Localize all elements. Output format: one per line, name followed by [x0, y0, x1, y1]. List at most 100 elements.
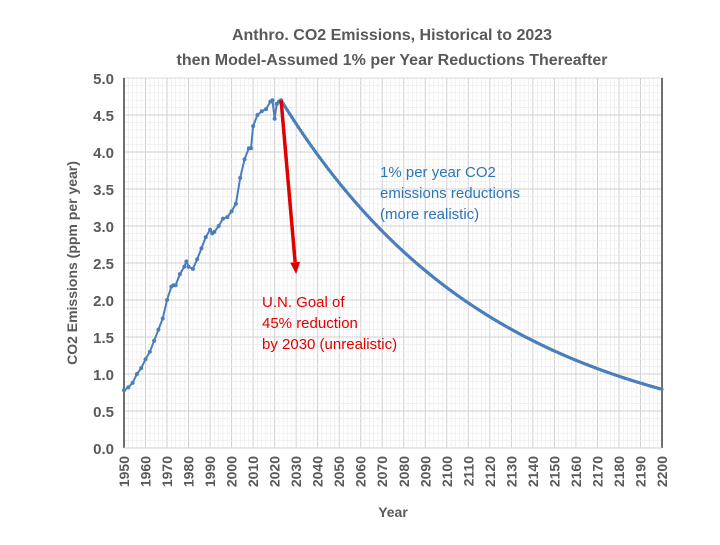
chart-title-line-2: then Model-Assumed 1% per Year Reduction… [177, 52, 608, 69]
projection-point [397, 246, 402, 250]
x-tick-label: 2190 [632, 456, 648, 487]
projection-point [434, 277, 438, 281]
projection-point [326, 167, 331, 171]
x-tick-label: 2060 [353, 456, 369, 487]
projection-point [350, 196, 354, 200]
historical-point [238, 175, 243, 180]
tick-labels: 0.0 0.5 1.0 1.5 2.0 2.5 3.0 3.5 4.0 4.5 5.0 1950 196… [93, 71, 670, 487]
historical-point [186, 264, 191, 269]
projection-point [400, 248, 404, 252]
historical-point [212, 229, 217, 234]
x-tick-label: 2180 [611, 456, 627, 487]
projection-point [408, 256, 412, 260]
historical-point [182, 264, 187, 269]
historical-point [152, 338, 157, 343]
projection-point [436, 279, 440, 283]
projection-point [660, 387, 664, 391]
x-tick-label: 2050 [331, 456, 347, 487]
x-tick-label: 2200 [654, 456, 670, 487]
projection-point [305, 138, 309, 142]
projection-point [339, 183, 343, 188]
historical-point [190, 266, 195, 271]
historical-point [130, 380, 135, 385]
x-tick-label: 2120 [482, 456, 498, 487]
projection-point [423, 269, 427, 273]
projection-point [294, 122, 298, 126]
x-tick-label: 2090 [417, 456, 433, 487]
historical-point [122, 388, 126, 393]
projection-point [292, 118, 296, 123]
x-tick-label: 2020 [267, 456, 283, 487]
projection-point [378, 227, 382, 231]
projection-point [331, 173, 335, 177]
projection-point [417, 263, 421, 267]
historical-point [126, 385, 131, 390]
axes [123, 77, 663, 449]
historical-point [143, 357, 148, 362]
historical-point [195, 257, 200, 262]
historical-point [177, 272, 182, 277]
projection-point [367, 216, 371, 220]
projection-point [425, 270, 430, 275]
projection-point [313, 150, 318, 154]
projection-point [309, 144, 313, 148]
projection-point [356, 204, 361, 208]
x-tick-label: 2080 [396, 456, 412, 487]
projection-point [341, 186, 346, 190]
projection-point [412, 259, 417, 264]
y-tick-label: 0.0 [93, 441, 114, 458]
x-tick-label: 2100 [439, 456, 455, 487]
projection-point [382, 231, 386, 235]
projection-point [311, 147, 315, 151]
projection-point [296, 125, 300, 129]
historical-point [184, 259, 189, 264]
historical-point [248, 146, 253, 151]
x-tick-label: 2110 [460, 456, 476, 487]
annotation-realistic-3: (more realistic) [380, 206, 479, 223]
x-tick-label: 2150 [546, 456, 562, 487]
historical-point [156, 327, 161, 332]
projection-point [359, 206, 363, 210]
historical-point [203, 235, 208, 240]
x-tick-label: 2160 [568, 456, 584, 487]
x-tick-label: 1980 [181, 456, 197, 487]
x-tick-label: 2030 [288, 456, 304, 487]
y-tick-label: 3.5 [93, 182, 114, 199]
projection-point [283, 105, 287, 109]
projection-point [427, 272, 432, 276]
projection-point [415, 261, 419, 265]
chart-title-line-1: Anthro. CO2 Emissions, Historical to 202… [232, 27, 552, 44]
y-tick-label: 5.0 [93, 71, 114, 88]
x-tick-label: 1960 [138, 456, 154, 487]
projection-point [301, 131, 305, 136]
x-tick-label: 2070 [374, 456, 390, 487]
historical-point [139, 366, 144, 371]
projection-point [391, 240, 395, 244]
projection-point [333, 175, 337, 180]
projection-point [285, 108, 290, 113]
y-tick-label: 3.0 [93, 219, 114, 236]
historical-point [220, 216, 225, 221]
historical-point [147, 349, 152, 354]
historical-point [242, 157, 247, 162]
y-tick-label: 1.5 [93, 330, 114, 347]
projection-point [352, 199, 356, 203]
historical-point [173, 283, 178, 288]
historical-point [259, 109, 264, 114]
projection-point [404, 252, 408, 256]
projection-point [384, 233, 389, 238]
projection-point [395, 244, 399, 248]
grid [123, 77, 663, 449]
annotations: 1% per year CO2 emissions reductions (mo… [262, 100, 520, 353]
projection-point [335, 178, 339, 182]
y-tick-label: 2.5 [93, 256, 114, 273]
x-tick-label: 1990 [202, 456, 218, 487]
projection-point [376, 225, 380, 229]
x-tick-label: 2000 [224, 456, 240, 487]
projection-point [303, 135, 307, 139]
projection-point [410, 258, 414, 262]
projection-point [372, 220, 376, 224]
projection-point [369, 218, 374, 222]
annotation-un-goal-1: U.N. Goal of [262, 294, 345, 311]
